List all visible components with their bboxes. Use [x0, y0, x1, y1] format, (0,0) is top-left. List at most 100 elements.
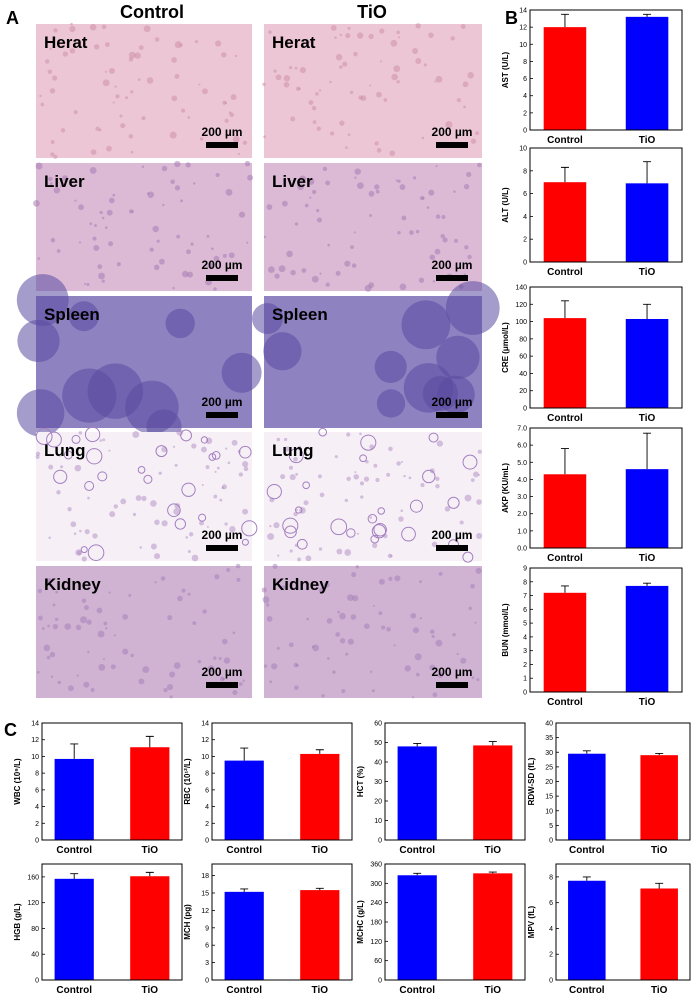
tissue-texture [68, 301, 99, 332]
tissue-texture [238, 211, 246, 218]
tissue-texture [374, 184, 380, 190]
tissue-texture [410, 612, 417, 619]
tissue-texture [79, 529, 82, 533]
tissue-texture [49, 47, 52, 51]
y-tick-label: 80 [519, 336, 527, 343]
bar [625, 318, 669, 408]
tissue-texture [378, 611, 383, 615]
tissue-texture [81, 598, 87, 603]
tissue-texture [170, 179, 175, 184]
x-tick-label: TiO [651, 985, 668, 996]
tissue-texture [283, 437, 288, 442]
tissue-texture [49, 182, 53, 186]
alveolus [282, 517, 299, 534]
tissue-texture [113, 504, 118, 509]
tissue-texture [400, 509, 404, 513]
y-tick-label: 1 [523, 676, 527, 683]
alveolus [462, 454, 478, 470]
alveolus [46, 431, 62, 448]
tissue-texture [401, 300, 451, 350]
tissue-texture [108, 449, 111, 452]
tissue-texture [60, 184, 63, 188]
tissue-texture [138, 678, 145, 685]
tissue-texture [242, 508, 249, 515]
tissue-texture [70, 22, 73, 26]
alveolus [377, 507, 385, 515]
tissue-texture [368, 282, 375, 288]
error-bar [643, 13, 652, 17]
tissue-texture [319, 492, 325, 498]
tissue-texture [104, 70, 107, 73]
scale-bar [436, 682, 468, 688]
alveolus [367, 513, 378, 524]
tissue-texture [52, 624, 59, 630]
y-tick-label: 20 [374, 799, 382, 806]
tissue-texture [412, 627, 419, 634]
tissue-texture [434, 80, 437, 83]
tissue-texture [187, 549, 191, 553]
tissue-texture [231, 439, 238, 446]
tissue-texture [150, 543, 157, 550]
tissue-texture [304, 203, 309, 208]
tissue-texture [221, 486, 225, 490]
tissue-texture [74, 464, 82, 472]
y-axis-label: ALT (U/L) [501, 187, 510, 223]
tissue-texture [290, 269, 296, 276]
bar [543, 474, 587, 548]
tissue-texture [353, 51, 358, 57]
y-tick-label: 4 [523, 634, 527, 641]
tissue-texture [335, 54, 343, 61]
tissue-texture [471, 676, 475, 680]
y-axis-label: HGB (g/L) [13, 903, 22, 941]
alveolus [241, 520, 258, 537]
alveolus [198, 513, 207, 522]
tissue-texture [303, 500, 309, 506]
tissue-texture [67, 685, 74, 692]
tissue-texture [339, 65, 343, 69]
tissue-texture [62, 368, 117, 423]
tissue-texture [262, 82, 266, 87]
tissue-texture [128, 51, 136, 59]
x-tick-label: TiO [639, 267, 656, 278]
scale-bar [436, 545, 468, 551]
alveolus [422, 469, 436, 484]
error-bar [643, 432, 652, 470]
tissue-texture [394, 575, 401, 582]
x-tick-label: Control [226, 985, 262, 996]
y-tick-label: 120 [515, 302, 527, 309]
tissue-texture [438, 571, 443, 576]
tissue-texture [142, 666, 150, 673]
tissue-texture [37, 257, 41, 260]
tissue-texture [431, 634, 435, 638]
alveolus [373, 522, 387, 537]
y-tick-label: 3.0 [517, 494, 527, 501]
tissue-texture [373, 463, 378, 468]
tissue-texture [222, 638, 228, 645]
tissue-texture [92, 236, 97, 241]
tissue-texture [277, 554, 280, 557]
axes-frame [211, 722, 353, 841]
tissue-texture [163, 688, 168, 693]
y-tick-label: 7 [523, 593, 527, 600]
tissue-texture [453, 238, 459, 243]
panel-label: A [6, 8, 19, 28]
tissue-texture [172, 286, 175, 290]
tissue-texture [37, 670, 40, 674]
bar [640, 888, 678, 980]
tissue-texture [389, 150, 396, 157]
tissue-texture [207, 665, 215, 672]
tissue-label: Spleen [44, 305, 100, 324]
tissue-texture [276, 437, 281, 442]
y-tick-label: 40 [545, 721, 553, 728]
tissue-texture [294, 222, 299, 226]
error-bar [413, 872, 422, 876]
tissue-texture [171, 95, 178, 102]
y-axis-label: BUN (mmol/L) [501, 603, 510, 657]
alveolus [284, 525, 297, 539]
scale-bar [206, 412, 238, 418]
tissue-texture [46, 655, 51, 660]
tissue-texture [350, 614, 357, 620]
y-tick-label: 8 [35, 771, 39, 778]
alveolus [346, 528, 356, 538]
alveolus [174, 518, 187, 530]
